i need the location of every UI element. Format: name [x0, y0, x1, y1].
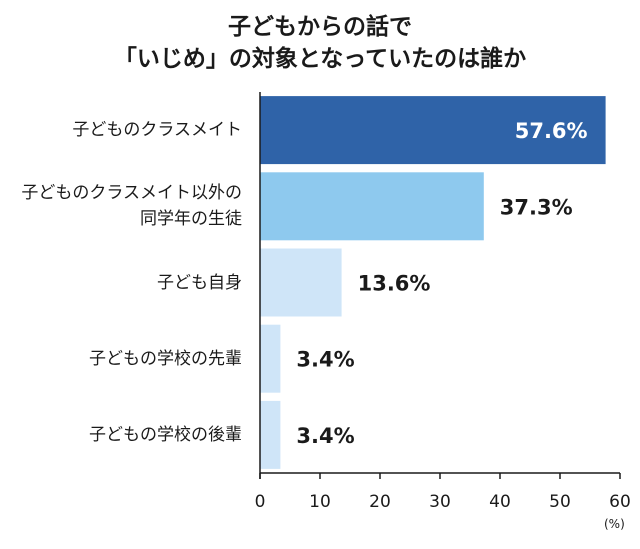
- data-label: 3.4%: [296, 424, 354, 448]
- x-tick-label: 10: [309, 492, 331, 512]
- x-tick-label: 60: [609, 492, 631, 512]
- x-tick-label: 30: [429, 492, 451, 512]
- category-label-line: 子ども自身: [157, 272, 242, 293]
- x-tick-label: 20: [369, 492, 391, 512]
- x-axis-unit: (%): [604, 517, 625, 531]
- bar: [260, 324, 281, 393]
- bar: [260, 172, 484, 241]
- data-label: 57.6%: [515, 119, 588, 143]
- chart-title-line-1: 子どもからの話で: [228, 14, 412, 40]
- data-label: 37.3%: [500, 195, 573, 219]
- category-label-line: 子どもの学校の後輩: [89, 424, 242, 445]
- category-label-line: 同学年の生徒: [140, 209, 242, 230]
- category-label-line: 子どものクラスメイト: [72, 120, 242, 141]
- data-label: 3.4%: [296, 348, 354, 372]
- data-label: 13.6%: [358, 272, 431, 296]
- x-tick-label: 50: [549, 492, 571, 512]
- x-tick-label: 0: [255, 492, 266, 512]
- category-label: 子どもの学校の先輩: [89, 346, 242, 372]
- bar: [260, 96, 606, 165]
- x-tick-label: 40: [489, 492, 511, 512]
- category-label: 子どものクラスメイト以外の同学年の生徒: [21, 180, 242, 232]
- category-label-line: 子どものクラスメイト以外の: [21, 183, 242, 204]
- category-label: 子どものクラスメイト: [72, 117, 242, 143]
- category-label: 子ども自身: [157, 270, 242, 296]
- category-label-line: 子どもの学校の先輩: [89, 348, 242, 369]
- bar: [260, 400, 281, 469]
- bar: [260, 248, 342, 317]
- chart-title-line-2: 「いじめ」の対象となっていたのは誰か: [113, 46, 527, 72]
- category-label: 子どもの学校の後輩: [89, 422, 242, 448]
